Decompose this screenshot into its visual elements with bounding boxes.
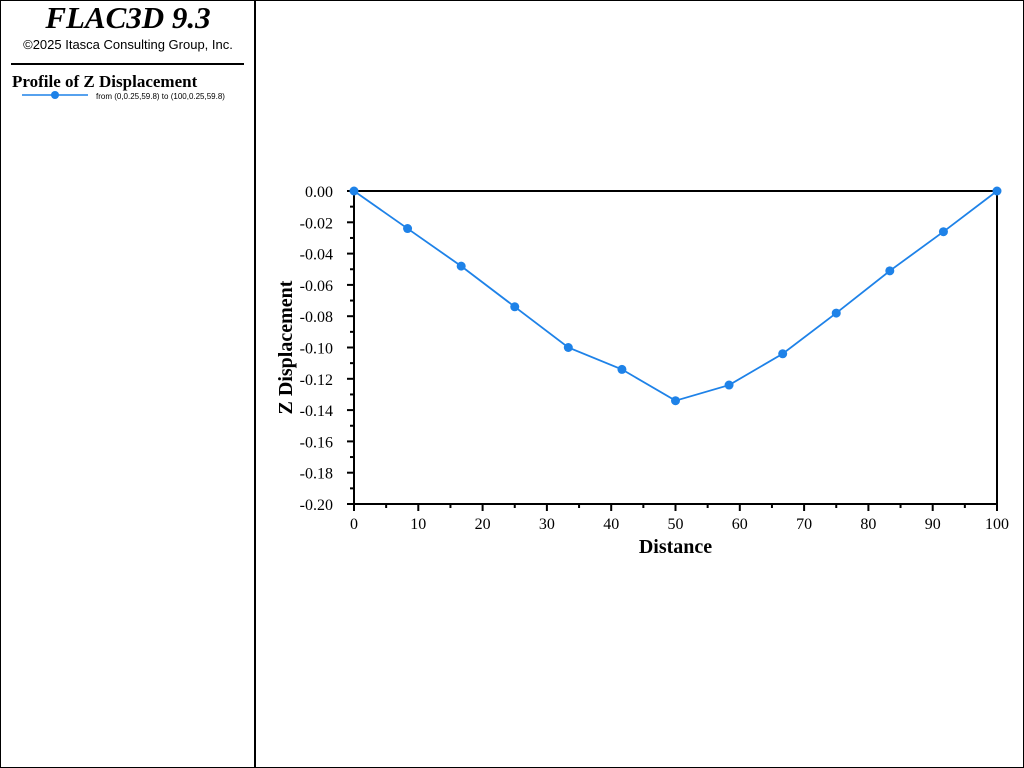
data-point	[992, 186, 1002, 196]
series-line	[353, 190, 998, 402]
y-tick-label: -0.02	[300, 215, 333, 232]
y-tick-label: -0.18	[300, 466, 333, 483]
data-point	[617, 364, 627, 374]
chart-axes: 0.00 -0.02 -0.04 -0.06 -0.08 -0.10 -0.12 -0.14 -…	[275, 184, 1009, 558]
chart-series-layer	[349, 186, 1002, 406]
x-tick-label: 100	[985, 516, 1009, 533]
data-point	[885, 266, 895, 276]
x-tick-label: 50	[668, 516, 684, 533]
legend-series-swatch	[22, 91, 88, 99]
x-tick-label: 0	[350, 516, 358, 533]
y-tick-label: -0.12	[300, 372, 333, 389]
y-tick-label: -0.04	[300, 247, 333, 264]
y-tick-label: -0.08	[300, 309, 333, 326]
x-tick-label: 70	[796, 516, 812, 533]
data-point	[563, 343, 573, 352]
legend-title: Profile of Z Displacement	[12, 72, 198, 91]
data-point	[671, 396, 680, 406]
data-point	[403, 224, 413, 234]
y-tick-label: -0.20	[300, 497, 333, 514]
data-point	[831, 308, 841, 318]
y-tick-label: -0.14	[300, 403, 333, 420]
data-point	[938, 227, 948, 237]
legend-swatch-marker	[51, 91, 59, 99]
legend-panel: FLAC3D 9.3 ©2025 Itasca Consulting Group…	[0, 0, 256, 767]
x-tick-label: 40	[603, 516, 619, 533]
x-axis-label: Distance	[639, 536, 712, 558]
x-tick-label: 30	[539, 516, 555, 533]
y-tick-label: 0.00	[305, 184, 333, 201]
plot-area-border	[353, 190, 998, 505]
x-tick-label: 80	[860, 516, 876, 533]
x-tick-label: 90	[925, 516, 941, 533]
y-tick-label: -0.10	[300, 341, 333, 358]
data-point	[349, 186, 359, 196]
x-tick-label: 60	[732, 516, 748, 533]
app-title: FLAC3D 9.3	[45, 0, 211, 35]
copyright-notice: ©2025 Itasca Consulting Group, Inc.	[23, 37, 233, 52]
legend-entry-label: from (0,0.25,59.8) to (100,0.25,59.8)	[96, 92, 225, 101]
y-axis-label: Z Displacement	[275, 280, 297, 414]
x-tick-label: 20	[475, 516, 491, 533]
data-point	[456, 261, 466, 271]
y-tick-label: -0.06	[300, 278, 333, 295]
data-point	[510, 302, 520, 312]
data-point	[778, 349, 788, 359]
data-point	[724, 380, 734, 390]
x-tick-label: 10	[410, 516, 426, 533]
legend-divider	[11, 63, 244, 65]
y-tick-label: -0.16	[300, 434, 333, 451]
